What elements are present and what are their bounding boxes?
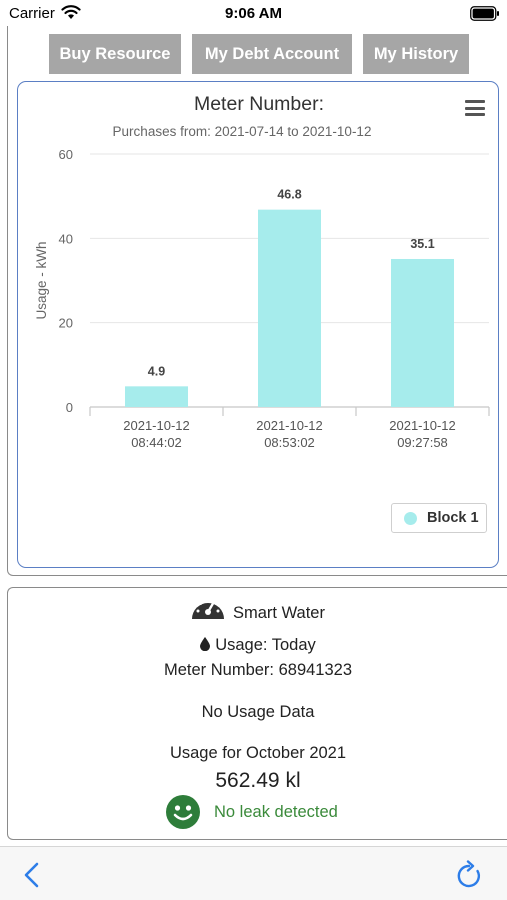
smiley-icon	[166, 795, 200, 829]
debt-account-button[interactable]: My Debt Account	[192, 34, 352, 74]
chart-card	[7, 26, 507, 576]
usage-period-row: Usage: Today	[8, 636, 507, 655]
monthly-usage-label: Usage for October 2021	[169, 744, 347, 762]
gauge-icon	[192, 598, 224, 619]
no-usage-data-label: No Usage Data	[201, 703, 315, 721]
x-tick-label: 2021-10-12	[123, 418, 190, 433]
history-button[interactable]: My History	[363, 34, 469, 74]
monthly-usage-value: 562.49 kl	[215, 769, 301, 792]
usage-chart: Meter Number: Purchases from: 2021-07-14 …	[34, 93, 490, 450]
usage-period-label: Usage: Today	[215, 636, 316, 654]
y-tick-label: 20	[59, 316, 73, 331]
bar	[258, 209, 321, 407]
legend-label: Block 1	[427, 510, 479, 526]
x-tick-label: 2021-10-12	[256, 418, 323, 433]
y-tick-label: 0	[66, 400, 73, 415]
wifi-icon	[61, 5, 81, 19]
bottom-toolbar	[0, 846, 507, 900]
water-drop-icon	[200, 637, 211, 651]
hamburger-menu-icon[interactable]	[465, 100, 485, 116]
bar-value-label: 46.8	[277, 188, 301, 202]
x-tick-label: 08:53:02	[264, 435, 315, 450]
chevron-left-icon[interactable]	[20, 861, 44, 889]
y-tick-label: 60	[59, 147, 73, 162]
bar	[125, 386, 188, 407]
battery-icon	[470, 6, 499, 21]
chart-legend[interactable]: Block 1	[391, 503, 487, 533]
legend-swatch	[404, 512, 417, 525]
water-usage-card: Smart Water Usage: Today Meter Number: 6…	[7, 587, 507, 840]
usage-chart-panel: Meter Number: Purchases from: 2021-07-14 …	[17, 81, 499, 568]
y-tick-label: 40	[59, 231, 73, 246]
carrier-label: Carrier	[9, 5, 55, 22]
x-tick-label: 09:27:58	[397, 435, 448, 450]
chart-title: Meter Number:	[194, 93, 324, 115]
clock-label: 9:06 AM	[225, 5, 282, 22]
chart-subtitle: Purchases from: 2021-07-14 to 2021-10-12	[113, 124, 372, 139]
leak-status-label: No leak detected	[214, 803, 338, 821]
water-title: Smart Water	[233, 604, 325, 622]
bar	[391, 258, 454, 407]
bar-value-label: 35.1	[410, 237, 434, 251]
meter-number-label: Meter Number: 68941323	[163, 661, 353, 679]
buy-resource-button[interactable]: Buy Resource	[49, 34, 181, 74]
bar-value-label: 4.9	[148, 364, 165, 378]
refresh-icon[interactable]	[455, 860, 483, 890]
status-bar: Carrier 9:06 AM	[0, 0, 507, 28]
x-tick-label: 2021-10-12	[389, 418, 456, 433]
x-tick-label: 08:44:02	[131, 435, 182, 450]
y-axis-label: Usage - kWh	[34, 241, 49, 319]
